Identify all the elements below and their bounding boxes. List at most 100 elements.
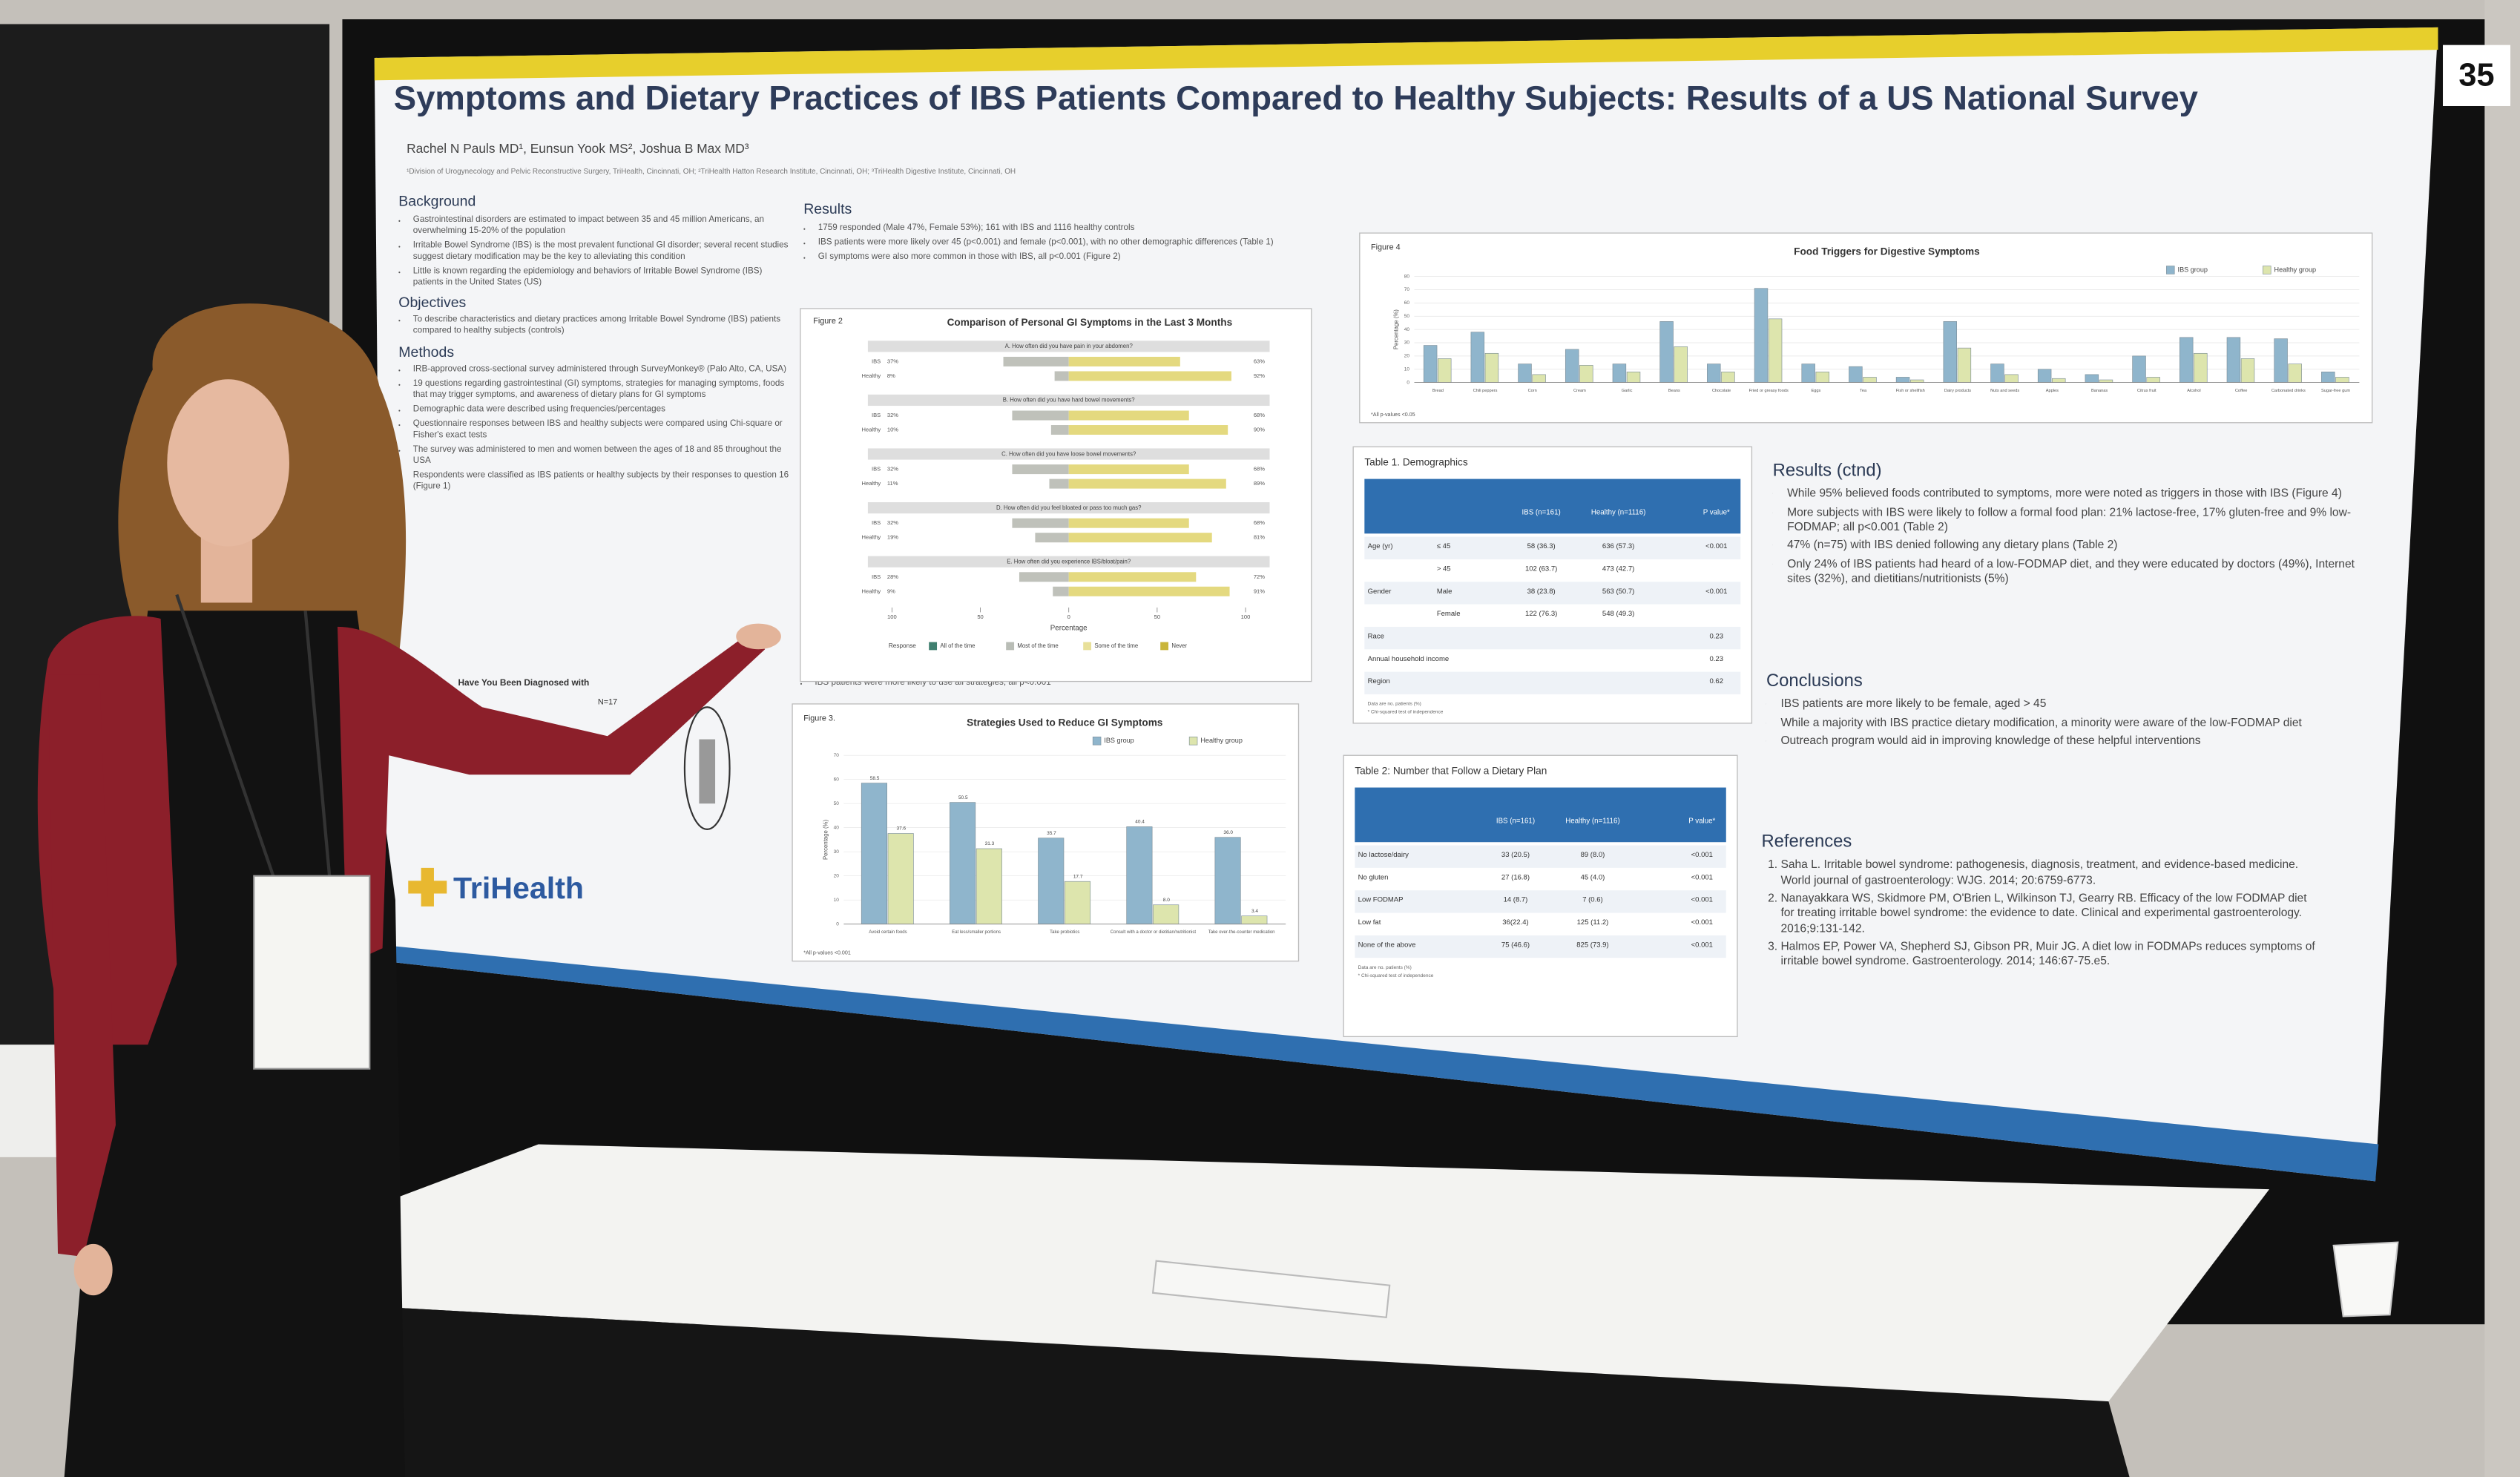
x-tick-label: Carbonated drinks bbox=[2271, 389, 2306, 393]
row-label: No lactose/dairy bbox=[1358, 851, 1409, 859]
bar bbox=[1565, 349, 1579, 383]
bar-segment bbox=[1012, 410, 1069, 421]
lanyard bbox=[303, 611, 332, 876]
x-tick-label: Eat less/smaller portions bbox=[952, 930, 1001, 935]
bar bbox=[1674, 346, 1688, 383]
bar bbox=[2004, 374, 2019, 383]
bar bbox=[2288, 364, 2302, 383]
bar bbox=[2085, 374, 2099, 383]
legend-label: Never bbox=[1171, 642, 1187, 649]
row-band bbox=[1355, 845, 1726, 868]
figure-n: N=17 bbox=[598, 698, 617, 707]
yellow-stripe bbox=[374, 27, 2438, 81]
value-label: 32% bbox=[887, 412, 898, 418]
poster-content: Symptoms and Dietary Practices of IBS Pa… bbox=[394, 80, 2443, 1083]
group-label: IBS bbox=[872, 573, 881, 580]
value-label: 19% bbox=[887, 534, 898, 541]
legend-swatch bbox=[1092, 736, 1102, 746]
bullet: Only 24% of IBS patients had heard of a … bbox=[1787, 556, 2370, 586]
bar bbox=[1438, 358, 1452, 383]
y-tick-label: 20 bbox=[1404, 354, 1410, 359]
x-tick-label: Chili peppers bbox=[1473, 389, 1498, 393]
y-tick-label: 40 bbox=[834, 825, 840, 830]
bullet: GI symptoms were also more common in tho… bbox=[818, 252, 1318, 263]
hand bbox=[736, 623, 781, 650]
bar bbox=[950, 802, 976, 925]
y-tick-label: 40 bbox=[1404, 327, 1410, 332]
bar-segment bbox=[1068, 425, 1228, 435]
x-tick-label: Eggs bbox=[1811, 389, 1820, 393]
bar bbox=[1423, 345, 1438, 383]
figure1-highlight bbox=[683, 706, 731, 830]
value-label: 32% bbox=[887, 466, 898, 473]
x-tick-label: Citrus fruit bbox=[2137, 389, 2157, 393]
question-label: E. How often did you experience IBS/bloa… bbox=[1007, 558, 1131, 565]
figure1-bar bbox=[699, 739, 716, 804]
bar bbox=[1943, 321, 1957, 383]
bar bbox=[1532, 374, 1546, 383]
left-column: Background Gastrointestinal disorders are… bbox=[398, 188, 792, 670]
table-cell: 36(22.4) bbox=[1502, 918, 1528, 927]
legend-swatch bbox=[2166, 266, 2175, 274]
x-tick-label: Alcohol bbox=[2187, 389, 2200, 393]
x-tick-label: Nuts and seeds bbox=[1990, 389, 2019, 393]
bar bbox=[2226, 337, 2241, 383]
bullet: Questionnaire responses between IBS and … bbox=[413, 420, 792, 442]
value-label: 89% bbox=[1254, 480, 1265, 487]
bar bbox=[2099, 379, 2113, 383]
question-band bbox=[867, 502, 1270, 514]
row-label: Race bbox=[1368, 632, 1384, 640]
bullet-list: IBS patients are more likely to be femal… bbox=[1766, 697, 2364, 748]
title-box: Symptoms and Dietary Practices of IBS Pa… bbox=[394, 80, 2198, 117]
group-label: Healthy bbox=[862, 534, 881, 541]
authors-box-body: Rachel N Pauls MD¹, Eunsun Yook MS², Jos… bbox=[407, 142, 1532, 156]
legend-label: Most of the time bbox=[1017, 642, 1058, 649]
bullet-list: Saha L. Irritable bowel syndrome: pathog… bbox=[1761, 857, 2315, 969]
bullet: Nanayakkara WS, Skidmore PM, O'Brien L, … bbox=[1780, 890, 2315, 935]
bullet: IRB-approved cross-sectional survey admi… bbox=[413, 365, 792, 376]
bar bbox=[1849, 366, 1863, 383]
bullet: Saha L. Irritable bowel syndrome: pathog… bbox=[1780, 857, 2315, 887]
y-tick-label: 70 bbox=[1404, 287, 1410, 292]
y-tick-label: 30 bbox=[1404, 341, 1410, 346]
row-band bbox=[1364, 671, 1741, 694]
bullet-list: While 95% believed foods contributed to … bbox=[1773, 486, 2371, 586]
x-tick-label: Garlic bbox=[1622, 389, 1633, 393]
legend-swatch bbox=[1160, 642, 1169, 651]
bar bbox=[1895, 377, 1910, 383]
y-tick-label: 10 bbox=[1404, 366, 1410, 372]
value-label: 92% bbox=[1254, 372, 1265, 379]
x-tick-label: Fish or shellfish bbox=[1896, 389, 1925, 393]
bar bbox=[1768, 318, 1783, 383]
y-axis-label: Percentage (%) bbox=[823, 820, 829, 860]
value-label: 81% bbox=[1254, 534, 1265, 541]
legend-swatch bbox=[929, 642, 938, 651]
bar-segment bbox=[1050, 425, 1069, 435]
table-cell: 825 (73.9) bbox=[1576, 941, 1608, 949]
column-header: IBS (n=161) bbox=[1496, 818, 1535, 826]
blue-stripe bbox=[382, 944, 2379, 1182]
table-cell: 0.23 bbox=[1710, 632, 1724, 640]
bar bbox=[2132, 355, 2146, 383]
table-cell: 0.62 bbox=[1710, 677, 1724, 685]
bar bbox=[1038, 838, 1065, 925]
bullet: IBS patients were more likely over 45 (p… bbox=[818, 237, 1318, 249]
y-tick-label: 10 bbox=[834, 898, 840, 903]
bullet: Outreach program would aid in improving … bbox=[1780, 733, 2363, 748]
bar-segment bbox=[1019, 572, 1069, 582]
bar-segment bbox=[1068, 518, 1189, 528]
table-cell: <0.001 bbox=[1705, 542, 1727, 550]
x-tick-label: Take over-the-counter medication bbox=[1208, 930, 1275, 935]
y-tick-label: 50 bbox=[834, 801, 840, 806]
bullet: While 95% believed foods contributed to … bbox=[1787, 486, 2370, 501]
bar-segment bbox=[1068, 356, 1180, 366]
bar bbox=[1721, 371, 1735, 383]
bar bbox=[1153, 904, 1180, 925]
logo-cross bbox=[408, 867, 447, 907]
x-tick-label: 100 bbox=[887, 614, 897, 620]
x-tick-label: Dairy products bbox=[1944, 389, 1971, 393]
value-label: 90% bbox=[1254, 427, 1265, 433]
bullet: The survey was administered to men and w… bbox=[413, 446, 792, 468]
row-label: Annual household income bbox=[1368, 655, 1450, 663]
affiliations: ¹Division of Urogynecology and Pelvic Re… bbox=[407, 167, 1016, 176]
